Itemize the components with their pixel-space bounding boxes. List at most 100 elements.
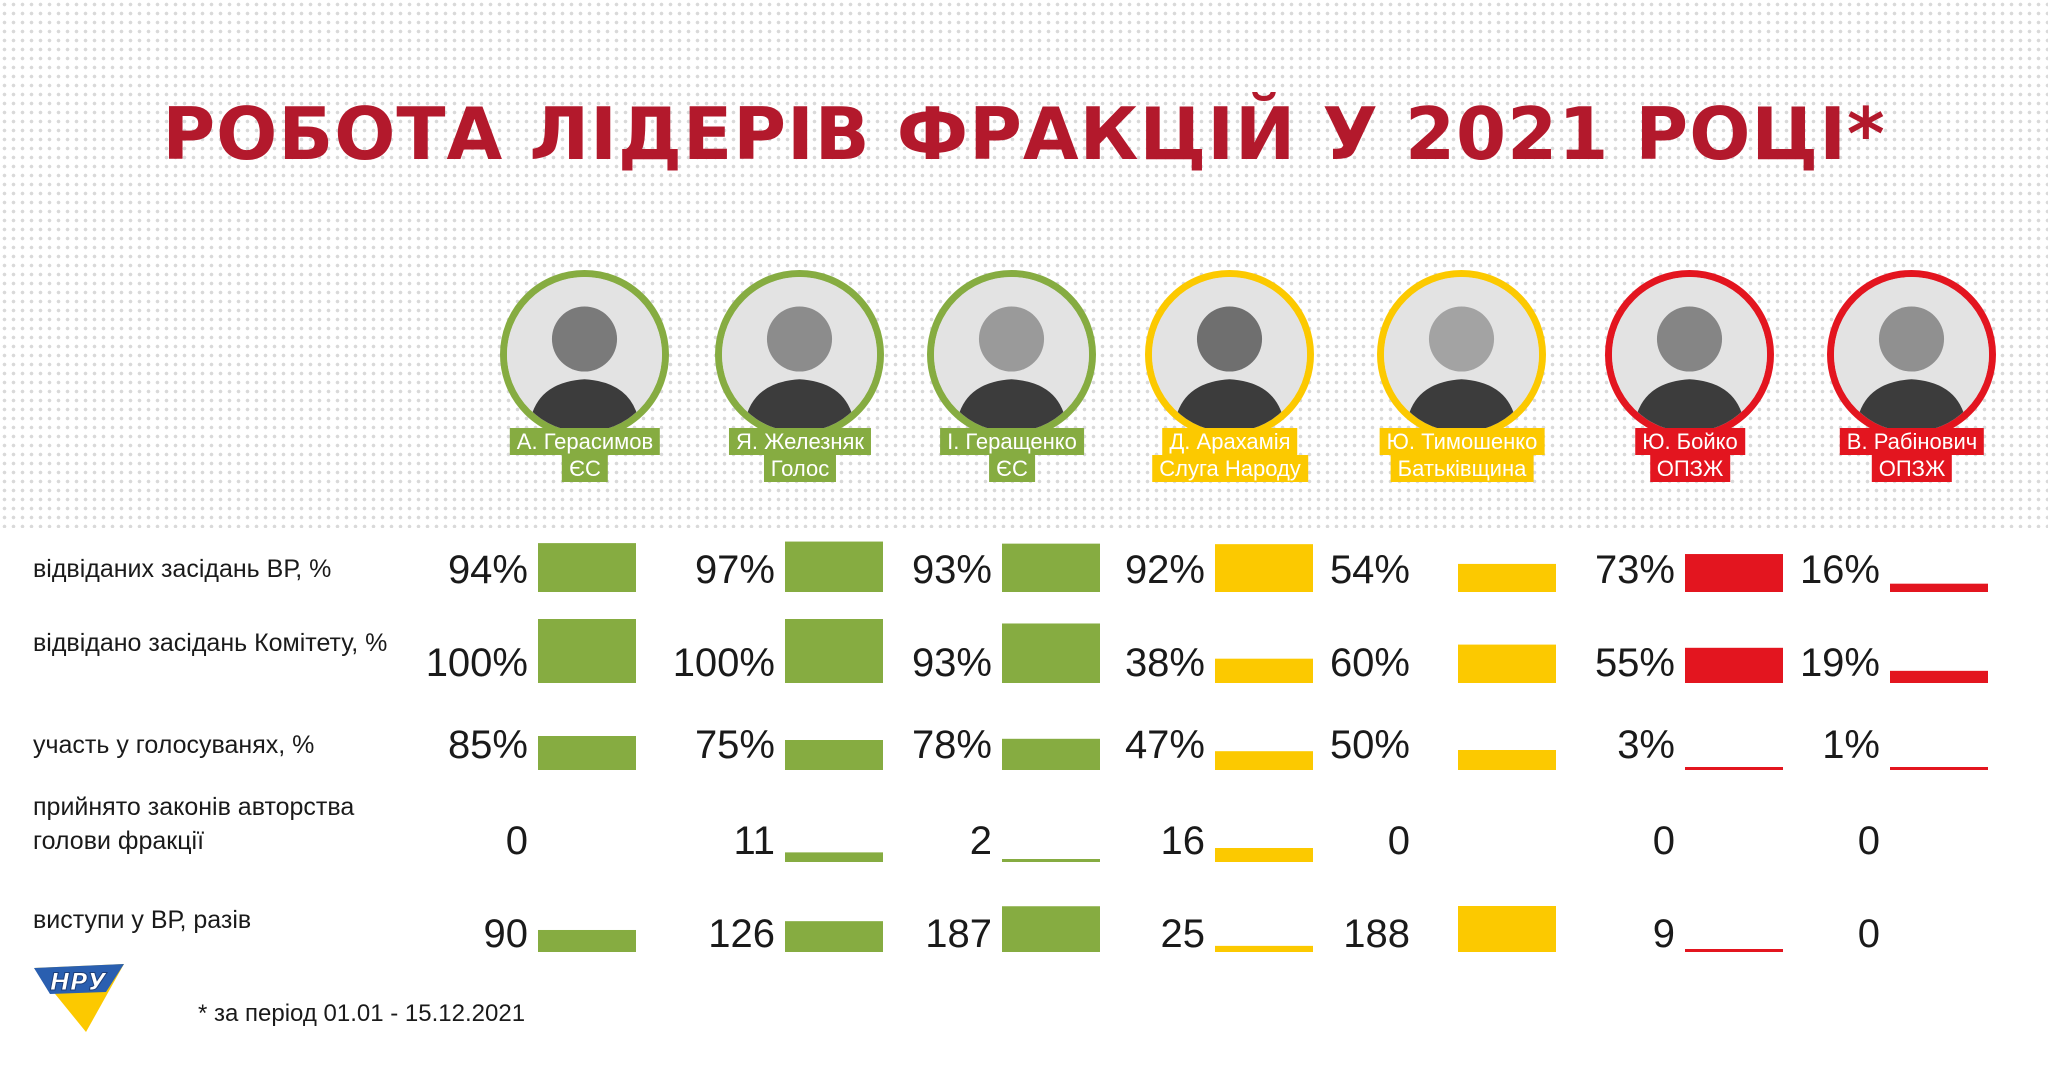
- row-label: відвідано засідань Комітету, %: [33, 629, 388, 657]
- portrait-icon: [1152, 277, 1307, 432]
- leader-tag: Д. Арахамія Слуга Народу: [1152, 428, 1308, 482]
- value-label: 126: [708, 912, 775, 956]
- value-label: 0: [1857, 819, 1880, 863]
- bar: [1215, 848, 1313, 862]
- value-label: 75%: [694, 723, 775, 767]
- leader-tag: Ю. Тимошенко Батьківщина: [1379, 428, 1545, 482]
- leader-name: В. Рабінович: [1839, 428, 1985, 455]
- leader-name: Ю. Бойко: [1635, 428, 1745, 455]
- leader-tag: В. Рабінович ОПЗЖ: [1839, 428, 1985, 482]
- value-label: 188: [1343, 912, 1410, 956]
- leader-4: Д. Арахамія Слуга Народу: [1100, 270, 1360, 485]
- leader-1: А. Герасимов ЄС: [455, 270, 715, 485]
- leader-photo: [500, 270, 669, 439]
- bar: [785, 852, 883, 862]
- value-label: 85%: [447, 723, 528, 767]
- leader-tag: Я. Железняк Голос: [728, 428, 872, 482]
- leader-2: Я. Железняк Голос: [670, 270, 930, 485]
- bar: [1215, 658, 1313, 683]
- value-label: 0: [1857, 912, 1880, 956]
- leader-5: Ю. Тимошенко Батьківщина: [1332, 270, 1592, 485]
- bar: [1685, 554, 1783, 592]
- value-label: 73%: [1594, 548, 1675, 592]
- leader-faction: Батьківщина: [1390, 455, 1534, 482]
- leader-name: Ю. Тимошенко: [1379, 428, 1545, 455]
- value-label: 97%: [694, 548, 775, 592]
- bar: [1890, 670, 1988, 683]
- value-label: 38%: [1124, 641, 1205, 685]
- bar: [1458, 750, 1556, 770]
- portrait-icon: [722, 277, 877, 432]
- row-label: прийнято законів авторства голови фракці…: [33, 793, 355, 855]
- chart-title: РОБОТА ЛІДЕРІВ ФРАКЦІЙ У 2021 РОЦІ*: [162, 92, 1886, 176]
- bar: [1002, 543, 1100, 592]
- value-label: 55%: [1594, 641, 1675, 685]
- leader-tag: Ю. Бойко ОПЗЖ: [1635, 428, 1745, 482]
- bar: [1002, 738, 1100, 770]
- footnote: * за період 01.01 - 15.12.2021: [198, 1000, 526, 1027]
- leader-tag: І. Геращенко ЄС: [940, 428, 1084, 482]
- leader-faction: ОПЗЖ: [1871, 455, 1953, 482]
- portrait-icon: [934, 277, 1089, 432]
- value-label: 100%: [425, 641, 528, 685]
- value-label: 16: [1160, 819, 1206, 863]
- bar: [1458, 644, 1556, 683]
- bar: [1002, 859, 1100, 862]
- value-label: 50%: [1329, 723, 1410, 767]
- svg-text:НРУ: НРУ: [50, 968, 108, 996]
- portrait-icon: [1834, 277, 1989, 432]
- leader-name: І. Геращенко: [940, 428, 1084, 455]
- leader-7: В. Рабінович ОПЗЖ: [1782, 270, 2042, 485]
- leader-3: І. Геращенко ЄС: [882, 270, 1142, 485]
- nru-logo: НРУ: [34, 964, 124, 1032]
- leader-name: А. Герасимов: [509, 428, 661, 455]
- portrait-icon: [1612, 277, 1767, 432]
- leader-faction: Слуга Народу: [1152, 455, 1308, 482]
- value-label: 9: [1652, 912, 1675, 956]
- bar: [785, 740, 883, 770]
- leader-faction: ЄС: [989, 455, 1035, 482]
- value-label: 25: [1160, 912, 1206, 956]
- value-label: 19%: [1799, 641, 1880, 685]
- leader-faction: ЄС: [562, 455, 608, 482]
- bar: [538, 736, 636, 770]
- bar: [1890, 583, 1988, 592]
- row-label: відвіданих засідань ВР, %: [33, 555, 332, 583]
- leader-6: Ю. Бойко ОПЗЖ: [1560, 270, 1820, 485]
- value-label: 1%: [1822, 723, 1880, 767]
- value-label: 11: [733, 819, 775, 863]
- bar: [1458, 563, 1556, 592]
- value-label: 60%: [1329, 641, 1410, 685]
- bar: [1685, 647, 1783, 683]
- bar: [1002, 623, 1100, 683]
- leader-name: Я. Железняк: [728, 428, 872, 455]
- leader-photo: [1827, 270, 1996, 439]
- value-label: 0: [1387, 819, 1410, 863]
- value-label: 187: [925, 912, 992, 956]
- portrait-icon: [1384, 277, 1539, 432]
- leader-name: Д. Арахамія: [1162, 428, 1298, 455]
- value-label: 3%: [1617, 723, 1675, 767]
- portrait-icon: [507, 277, 662, 432]
- bar: [1002, 906, 1100, 952]
- value-label: 0: [1652, 819, 1675, 863]
- bar: [785, 541, 883, 592]
- row-label: участь у голосуванях, %: [33, 731, 315, 759]
- bar: [1685, 949, 1783, 952]
- value-label: 93%: [911, 641, 992, 685]
- bar: [538, 543, 636, 592]
- value-label: 16%: [1799, 548, 1880, 592]
- leader-tag: А. Герасимов ЄС: [509, 428, 661, 482]
- bar: [1215, 751, 1313, 770]
- bar: [785, 921, 883, 952]
- value-label: 90: [483, 912, 529, 956]
- row-label: виступи у ВР, разів: [33, 906, 252, 934]
- value-label: 93%: [911, 548, 992, 592]
- bar: [1685, 767, 1783, 770]
- value-label: 78%: [911, 723, 992, 767]
- leader-photo: [1145, 270, 1314, 439]
- bar: [538, 619, 636, 683]
- value-label: 100%: [672, 641, 775, 685]
- value-label: 47%: [1124, 723, 1205, 767]
